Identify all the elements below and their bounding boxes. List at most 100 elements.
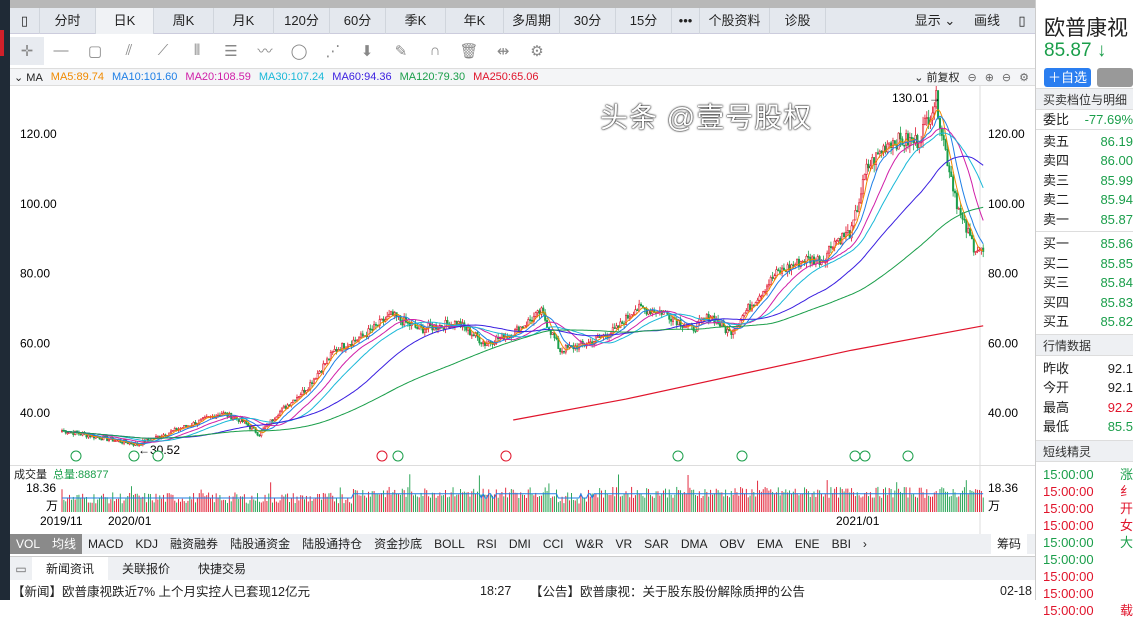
display-menu[interactable]: 显示 ⌄	[914, 13, 956, 28]
event-marker-icon[interactable]	[376, 450, 388, 462]
sprite-row[interactable]: 15:00:00	[1036, 568, 1133, 585]
line-icon[interactable]: —	[53, 42, 69, 59]
rectangle-icon[interactable]: ▢	[87, 42, 103, 60]
indicator-tab[interactable]: RSI	[476, 537, 497, 551]
candle	[946, 149, 949, 167]
sprite-row[interactable]: 15:00:00	[1036, 551, 1133, 568]
event-marker-icon[interactable]	[70, 450, 82, 462]
tab-12[interactable]: 个股资料	[700, 8, 770, 34]
fib-icon[interactable]: ⋰	[325, 42, 341, 60]
sprite-row[interactable]: 15:00:00 纟	[1036, 483, 1133, 500]
indicator-tab[interactable]: VOL	[10, 534, 47, 554]
tab-7[interactable]: 年K	[446, 8, 504, 34]
candle	[899, 132, 902, 140]
indicator-tab[interactable]: 融资融券	[170, 537, 219, 551]
sprite-row[interactable]: 15:00:00 大	[1036, 534, 1133, 551]
indicator-tab[interactable]: SAR	[644, 537, 669, 551]
event-marker-icon[interactable]	[736, 450, 748, 462]
more-button[interactable]	[1096, 68, 1133, 87]
indicator-tab[interactable]: DMI	[508, 537, 531, 551]
sprite-row[interactable]: 15:00:00 载	[1036, 602, 1133, 619]
news-tab[interactable]: 关联报价	[122, 561, 171, 576]
tab-1[interactable]: 日K	[96, 8, 154, 34]
magnet-icon[interactable]: ∩	[429, 42, 441, 59]
indicator-tab[interactable]: MACD	[88, 537, 124, 551]
event-marker-icon[interactable]	[672, 450, 684, 462]
circle-icon[interactable]: ◯	[290, 42, 308, 60]
kline-chart[interactable]: 120.00 120.00 100.00 100.00 80.00 80.00 60.00 6…	[10, 86, 1035, 534]
sidebar-toggle-icon[interactable]: ▯	[10, 8, 40, 34]
tab-4[interactable]: 120分	[274, 8, 330, 34]
draw-line-button[interactable]: 画线	[973, 13, 1000, 28]
gear-icon[interactable]: ⚙	[530, 42, 544, 60]
row: 买三 85.84	[1036, 273, 1133, 293]
event-marker-icon[interactable]	[859, 450, 871, 462]
indicator-tab[interactable]: 陆股通持仓	[302, 537, 363, 551]
candle	[280, 407, 283, 412]
tab-9[interactable]: 30分	[560, 8, 616, 34]
sprite-row[interactable]: 15:00:00 女	[1036, 517, 1133, 534]
zoom-out-icon[interactable]: ⊖	[1001, 71, 1012, 84]
tab-10[interactable]: 15分	[616, 8, 672, 34]
fan-icon[interactable]: ⫽	[125, 42, 133, 59]
event-marker-icon[interactable]	[128, 450, 140, 462]
event-marker-icon[interactable]	[500, 450, 512, 462]
adjust-select[interactable]: ⌄ 前复权	[914, 72, 960, 84]
sprite-row[interactable]: 15:00:00 开	[1036, 500, 1133, 517]
trash-icon[interactable]: 🗑	[459, 42, 479, 60]
news-item[interactable]: 【新闻】欧普康视跌近7% 上个月实控人已套现12亿元	[12, 585, 310, 599]
indicator-tab[interactable]: W&R	[575, 537, 604, 551]
sprite-row[interactable]: 15:00:00 涨	[1036, 466, 1133, 483]
indicator-tab[interactable]: CCI	[542, 537, 564, 551]
collapse-icon[interactable]: ⊖	[967, 71, 977, 84]
tab-5[interactable]: 60分	[330, 8, 386, 34]
settings-icon[interactable]: ⚙	[1019, 71, 1029, 84]
indicator-tab[interactable]: ›	[862, 537, 867, 551]
event-marker-icon[interactable]	[902, 450, 914, 462]
news-panel-icon[interactable]: ▭	[15, 561, 27, 576]
news-item[interactable]: 【公告】欧普康视：关于股东股份解除质押的公告	[530, 585, 806, 599]
wave-icon[interactable]: 〰	[257, 43, 273, 60]
indicator-tab[interactable]: VR	[615, 537, 633, 551]
indicator-tab[interactable]: OBV	[719, 537, 745, 551]
news-tab[interactable]: 新闻资讯	[32, 556, 109, 581]
ma-value: MA20:108.59	[185, 71, 251, 83]
indicator-tab[interactable]: KDJ	[135, 537, 159, 551]
tab-2[interactable]: 周K	[154, 8, 214, 34]
y-tick-left: 40.00	[20, 406, 50, 420]
chips-button[interactable]: 筹码	[990, 534, 1027, 554]
eraser-icon[interactable]: ✎	[394, 42, 408, 60]
indicator-tab[interactable]: 均线	[46, 534, 83, 554]
candle	[841, 233, 844, 245]
indicator-tab[interactable]: 陆股通资金	[230, 537, 291, 551]
ma-toggle[interactable]: ⌄ MA	[14, 71, 43, 84]
indicator-tab[interactable]: ENE	[794, 537, 820, 551]
arrow-down-icon[interactable]: ⬇	[360, 42, 374, 60]
add-watchlist-button[interactable]: ＋自选	[1044, 68, 1091, 87]
indicator-tab[interactable]: EMA	[756, 537, 783, 551]
indicator-tab[interactable]: BOLL	[434, 537, 465, 551]
event-marker-icon[interactable]	[152, 450, 164, 462]
event-marker-icon[interactable]	[392, 450, 404, 462]
candle	[239, 416, 242, 422]
move-icon[interactable]: ✛	[10, 36, 44, 65]
tab-13[interactable]: 诊股	[770, 8, 826, 34]
indicator-tab[interactable]: 资金抄底	[374, 537, 423, 551]
tab-11[interactable]: •••	[672, 8, 700, 34]
tab-0[interactable]: 分时	[40, 8, 96, 34]
tab-8[interactable]: 多周期	[504, 8, 560, 34]
indicator-tab[interactable]: DMA	[680, 537, 708, 551]
text-icon[interactable]: ☰	[224, 42, 238, 60]
news-tab[interactable]: 快捷交易	[198, 561, 247, 576]
indicator-tab[interactable]: BBI	[831, 537, 851, 551]
event-marker-icon[interactable]	[849, 450, 861, 462]
panel-toggle-icon[interactable]: ▯	[1018, 13, 1026, 28]
vertical-lines-icon[interactable]: ⦀	[193, 42, 201, 59]
zoom-in-icon[interactable]: ⊕	[984, 71, 994, 84]
sprite-row[interactable]: 15:00:00	[1036, 585, 1133, 602]
tab-3[interactable]: 月K	[214, 8, 274, 34]
tab-6[interactable]: 季K	[386, 8, 446, 34]
split-icon[interactable]: ⇹	[496, 42, 510, 60]
candle	[882, 145, 885, 153]
channel-icon[interactable]: ⟋	[157, 42, 169, 59]
